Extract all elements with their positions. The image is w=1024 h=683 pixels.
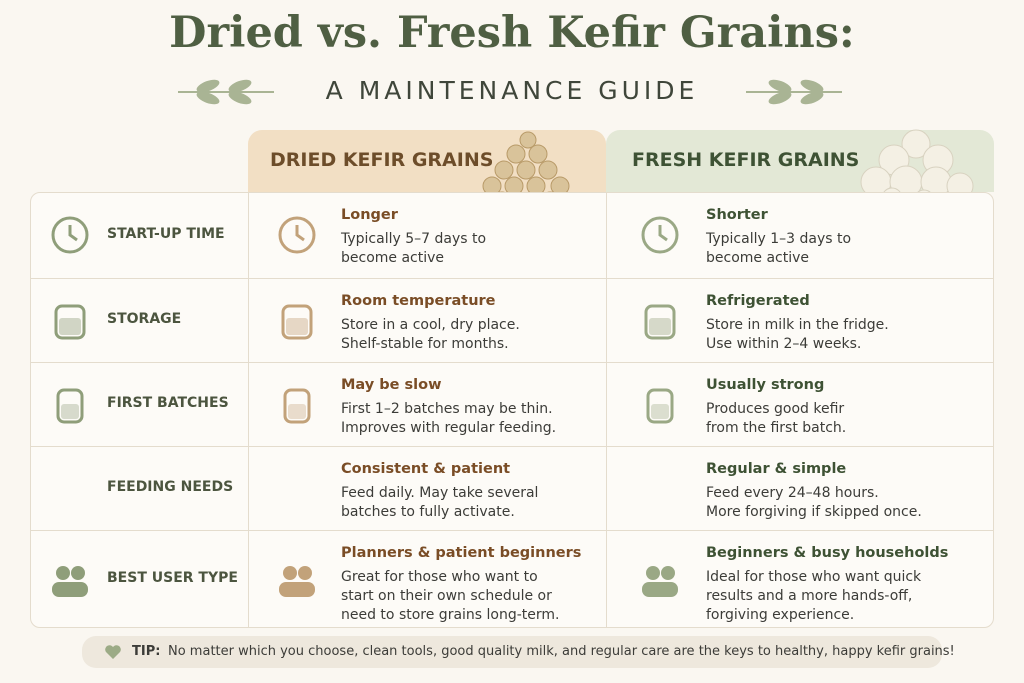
cell-heading: Planners & patient beginners [341, 545, 582, 561]
dried-header: DRIED KEFIR GRAINS [248, 130, 606, 211]
icon [275, 298, 319, 342]
icon-graphic [641, 216, 679, 254]
icon-graphic [642, 566, 678, 597]
row-label: FEEDING NEEDS [107, 479, 234, 495]
heart-icon [105, 645, 121, 659]
icon [638, 557, 682, 601]
cell-heading: Usually strong [706, 377, 825, 393]
cell-text: Improves with regular feeding. [341, 420, 557, 436]
cell-text: More forgiving if skipped once. [706, 504, 922, 520]
icon-graphic [283, 388, 311, 424]
comparison-table [30, 192, 994, 628]
icon [638, 213, 682, 257]
row-divider [30, 530, 994, 531]
cell-heading: May be slow [341, 377, 442, 393]
tip-box: TIP: No matter which you choose, clean t… [82, 636, 955, 668]
icon [275, 213, 319, 257]
icon [48, 382, 92, 426]
icon [48, 466, 92, 510]
cell-heading: Regular & simple [706, 461, 847, 477]
icon [275, 466, 319, 510]
cell-heading: Refrigerated [706, 293, 810, 309]
row-label: BEST USER TYPE [107, 570, 238, 586]
icon-graphic [644, 304, 676, 340]
icon [48, 213, 92, 257]
icon-graphic [54, 304, 86, 340]
leaf-ornament [746, 79, 842, 105]
icon [48, 298, 92, 342]
row-divider [30, 446, 994, 447]
cell-text: Great for those who want to [341, 569, 538, 585]
leaf-ornament [178, 79, 274, 105]
cell-text: Typically 5–7 days to [341, 231, 487, 247]
column-title: FRESH KEFIR GRAINS [632, 149, 860, 171]
cell-text: start on their own schedule or [341, 588, 552, 604]
cell-text: Use within 2–4 weeks. [706, 336, 862, 352]
cell-text: Store in a cool, dry place. [341, 317, 520, 333]
icon [275, 557, 319, 601]
icon-graphic [48, 466, 92, 510]
column-divider [606, 192, 607, 628]
tip-text: No matter which you choose, clean tools,… [168, 644, 955, 659]
cell-text: need to store grains long-term. [341, 607, 560, 623]
cell-text: Produces good kefir [706, 401, 845, 417]
icon-graphic [51, 216, 89, 254]
row-label: STORAGE [107, 311, 182, 327]
cell-text: results and a more hands-off, [706, 588, 913, 604]
cell-text: batches to fully activate. [341, 504, 515, 520]
icon [48, 557, 92, 601]
row-label: FIRST BATCHES [107, 395, 229, 411]
icon-graphic [52, 566, 88, 597]
subtitle: A MAINTENANCE GUIDE [325, 76, 699, 105]
icon-graphic [279, 566, 315, 597]
cell-text: forgiving experience. [706, 607, 855, 623]
icon [638, 466, 682, 510]
icon-graphic [56, 388, 84, 424]
row-divider [30, 362, 994, 363]
cell-text: Shelf-stable for months. [341, 336, 509, 352]
cell-heading: Room temperature [341, 293, 496, 309]
cell-heading: Shorter [706, 207, 768, 223]
cell-heading: Beginners & busy households [706, 545, 949, 561]
cell-text: Ideal for those who want quick [706, 569, 922, 585]
cell-text: Store in milk in the fridge. [706, 317, 889, 333]
row-label: START-UP TIME [107, 226, 225, 242]
icon-graphic [275, 466, 319, 510]
cell-text: become active [341, 250, 445, 266]
cell-text: Feed daily. May take several [341, 485, 539, 501]
cell-text: First 1–2 batches may be thin. [341, 401, 553, 417]
cell-text: Typically 1–3 days to [706, 231, 852, 247]
cell-text: become active [706, 250, 810, 266]
fresh-header: FRESH KEFIR GRAINS [606, 129, 994, 210]
column-divider [248, 192, 249, 628]
column-title: DRIED KEFIR GRAINS [270, 149, 494, 171]
title: Dried vs. Fresh Kefir Grains: [169, 8, 855, 58]
icon-graphic [278, 216, 316, 254]
cell-heading: Consistent & patient [341, 461, 511, 477]
icon-graphic [281, 304, 313, 340]
tip-label: TIP: [132, 644, 161, 659]
icon-graphic [646, 388, 674, 424]
icon [275, 382, 319, 426]
icon [638, 382, 682, 426]
cell-text: from the first batch. [706, 420, 847, 436]
cell-text: Feed every 24–48 hours. [706, 485, 879, 501]
icon [638, 298, 682, 342]
cell-heading: Longer [341, 207, 398, 223]
row-divider [30, 278, 994, 279]
icon-graphic [638, 466, 682, 510]
